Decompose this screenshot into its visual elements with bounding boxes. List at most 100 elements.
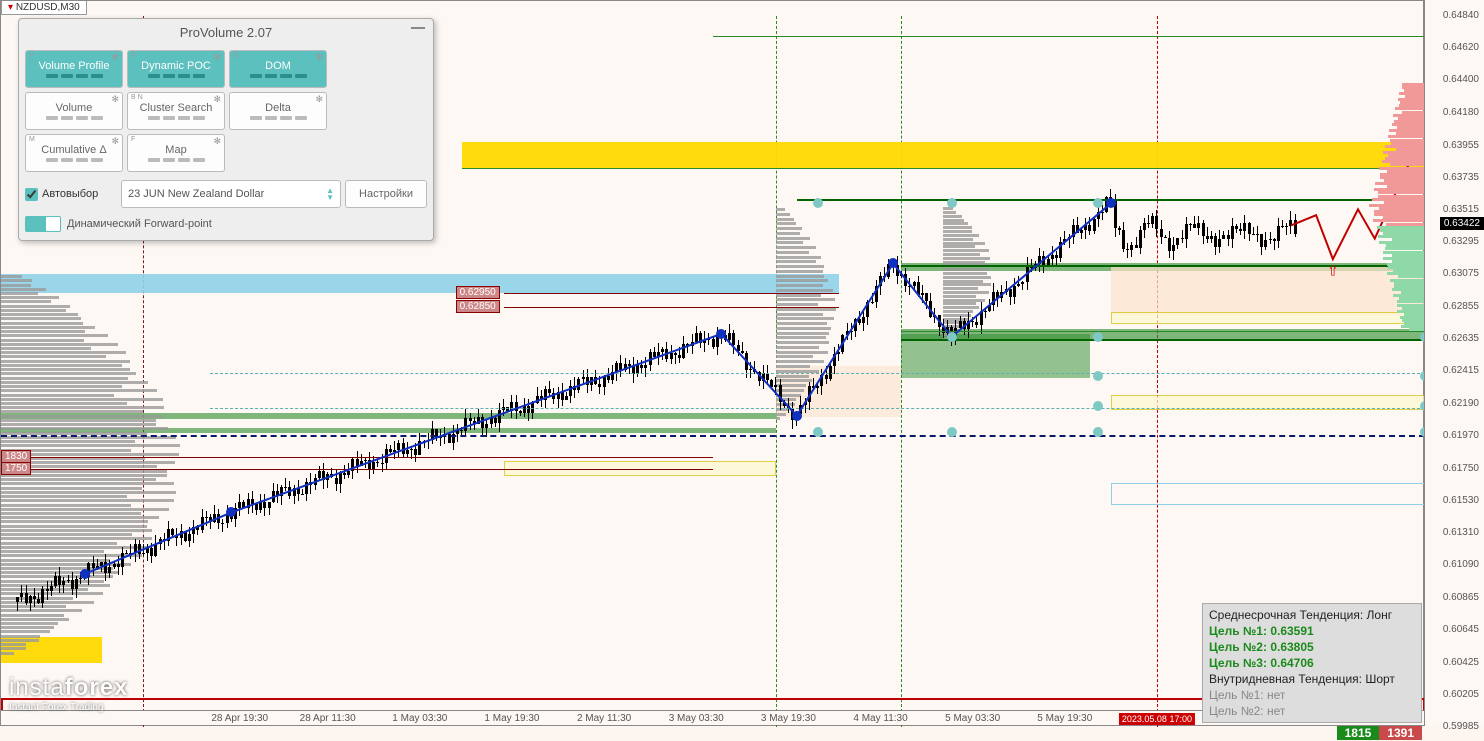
vp-bar bbox=[776, 246, 817, 249]
vp-bar bbox=[943, 306, 978, 309]
zigzag-point bbox=[888, 258, 898, 268]
gear-icon[interactable]: ✻ bbox=[213, 52, 221, 63]
gear-icon[interactable]: ✻ bbox=[213, 94, 221, 105]
vp-bar bbox=[943, 287, 977, 290]
vp-bar bbox=[1, 635, 40, 638]
vp-bar bbox=[776, 379, 812, 382]
vp-bar bbox=[943, 230, 971, 233]
vp-bar bbox=[1, 415, 162, 418]
pv-btn-cluster-search[interactable]: B N✻Cluster Search bbox=[127, 92, 225, 130]
settings-button[interactable]: Настройки bbox=[345, 180, 427, 208]
price-tick: 0.62855 bbox=[1443, 301, 1479, 312]
vp-bar bbox=[1, 537, 152, 540]
vp-bar bbox=[1, 626, 54, 629]
chevron-down-icon: ▾ bbox=[8, 2, 13, 13]
vertical-line bbox=[1157, 16, 1158, 727]
vp-bar bbox=[776, 275, 825, 278]
vp-bar bbox=[776, 313, 823, 316]
vp-bar bbox=[776, 317, 834, 320]
spinner-icon[interactable]: ▲▼ bbox=[326, 187, 334, 201]
price-tick: 0.64620 bbox=[1443, 42, 1479, 53]
vp-bar bbox=[943, 261, 985, 264]
vp-bar bbox=[1, 609, 82, 612]
pv-btn-dom[interactable]: D✻DOM bbox=[229, 50, 327, 88]
vp-bar bbox=[943, 222, 967, 225]
vp-bar bbox=[776, 237, 810, 240]
autoselect-label: Автовыбор bbox=[42, 188, 98, 200]
marker-dot bbox=[1093, 401, 1103, 411]
vp-bar bbox=[776, 284, 824, 287]
gear-icon[interactable]: ✻ bbox=[213, 136, 221, 147]
vp-bar bbox=[943, 242, 985, 245]
vp-bar bbox=[1, 406, 164, 409]
vp-bar bbox=[1, 279, 32, 282]
vp-bar bbox=[943, 211, 955, 214]
target-3: Цель №3: 0.64706 bbox=[1209, 655, 1415, 671]
autoselect-input[interactable] bbox=[25, 188, 38, 201]
vp-bar bbox=[943, 226, 972, 229]
marker-dot bbox=[947, 427, 957, 437]
vp-bar bbox=[1, 389, 157, 392]
vp-bar bbox=[943, 253, 980, 256]
price-tick: 0.62635 bbox=[1443, 333, 1479, 344]
zigzag-point bbox=[226, 507, 236, 517]
pv-btn-label: Volume Profile bbox=[39, 60, 110, 72]
up-arrow-icon: ⇧ bbox=[1327, 262, 1339, 279]
vp-bar bbox=[1, 368, 130, 371]
intra-trend-row: Внутридневная Тенденция: Шорт bbox=[1209, 671, 1415, 687]
price-tick: 0.60865 bbox=[1443, 592, 1479, 603]
price-tick: 0.61970 bbox=[1443, 430, 1479, 441]
vp-bar bbox=[1, 444, 180, 447]
zone-rect bbox=[1, 274, 839, 293]
vp-bar bbox=[1, 377, 128, 380]
vp-bar bbox=[1, 334, 108, 337]
gear-icon[interactable]: ✻ bbox=[315, 52, 323, 63]
vp-bar bbox=[1, 652, 14, 655]
level-line bbox=[901, 331, 1425, 332]
level-line bbox=[901, 265, 1425, 267]
pv-btn-volume[interactable]: ✻ Volume bbox=[25, 92, 123, 130]
vp-bar bbox=[776, 332, 829, 335]
level-line bbox=[210, 373, 1425, 374]
pv-btn-label: Volume bbox=[56, 102, 93, 114]
vp-bar bbox=[776, 294, 821, 297]
forward-point-label: Динамический Forward-point bbox=[67, 218, 212, 230]
vp-bar bbox=[776, 222, 796, 225]
vp-bar bbox=[1, 292, 38, 295]
vp-bar bbox=[1, 533, 132, 536]
pv-btn-volume-profile[interactable]: V✻Volume Profile bbox=[25, 50, 123, 88]
pv-btn-cumulative-[interactable]: M✻Cumulative Δ bbox=[25, 134, 123, 172]
vp-bar bbox=[1, 639, 39, 642]
vp-bar bbox=[776, 232, 801, 235]
gear-icon[interactable]: ✻ bbox=[315, 94, 323, 105]
vp-bar bbox=[1, 504, 131, 507]
level-line bbox=[1, 435, 1425, 437]
vp-bar bbox=[776, 327, 831, 330]
trend-info-panel: Среднесрочная Тенденция: Лонг Цель №1: 0… bbox=[1202, 603, 1422, 723]
forward-point-toggle[interactable] bbox=[25, 216, 61, 232]
vp-bar bbox=[1, 622, 58, 625]
gear-icon[interactable]: ✻ bbox=[111, 94, 119, 105]
vp-bar bbox=[776, 298, 835, 301]
vp-bar bbox=[1, 347, 91, 350]
pv-btn-delta[interactable]: ✻Delta bbox=[229, 92, 327, 130]
vp-bar bbox=[776, 351, 828, 354]
time-marker: 2023.05.08 17:00 bbox=[1119, 713, 1195, 725]
gear-icon[interactable]: ✻ bbox=[111, 136, 119, 147]
vp-bar bbox=[1, 284, 31, 287]
minimize-icon[interactable] bbox=[411, 27, 425, 29]
vp-bar bbox=[1, 614, 64, 617]
symbol-tab[interactable]: ▾ NZDUSD,M30 bbox=[1, 1, 87, 15]
vp-bar bbox=[1, 601, 94, 604]
vp-bar bbox=[1, 402, 127, 405]
instrument-select[interactable]: 23 JUN New Zealand Dollar ▲▼ bbox=[121, 180, 341, 208]
pv-btn-map[interactable]: F✻Map bbox=[127, 134, 225, 172]
pv-btn-dynamic-poc[interactable]: P✻Dynamic POC bbox=[127, 50, 225, 88]
autoselect-checkbox[interactable]: Автовыбор bbox=[25, 188, 117, 201]
vp-bar bbox=[1, 419, 156, 422]
vp-bar bbox=[776, 213, 790, 216]
vp-bar bbox=[1, 647, 26, 650]
gear-icon[interactable]: ✻ bbox=[111, 52, 119, 63]
vp-bar bbox=[776, 279, 829, 282]
intra-target-1: Цель №1: нет bbox=[1209, 687, 1415, 703]
